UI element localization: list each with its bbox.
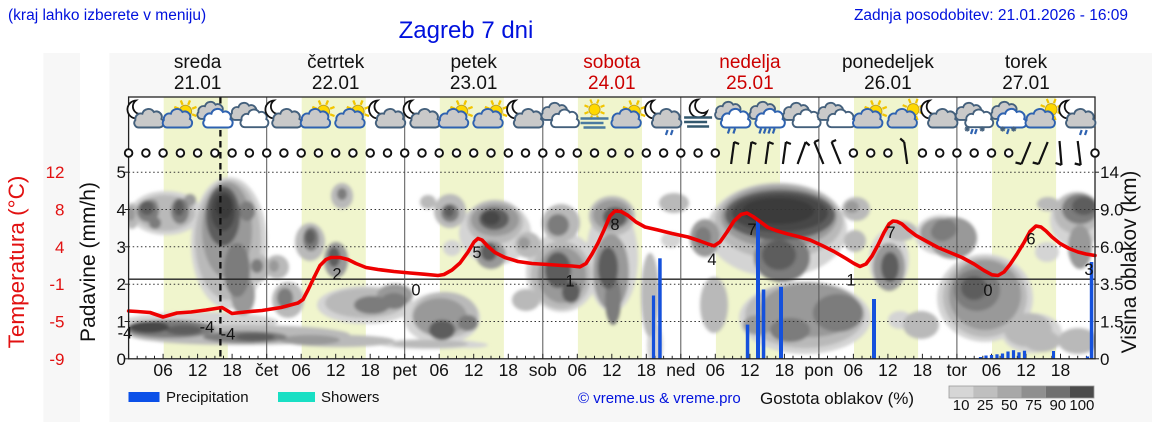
svg-text:torek: torek bbox=[1005, 52, 1048, 73]
svg-text:9.0: 9.0 bbox=[1100, 201, 1124, 220]
svg-text:18: 18 bbox=[1051, 360, 1070, 380]
svg-text:1: 1 bbox=[565, 273, 574, 291]
svg-text:-1: -1 bbox=[49, 275, 64, 294]
svg-text:18: 18 bbox=[913, 360, 932, 380]
svg-text:(kraj lahko izberete v meniju): (kraj lahko izberete v meniju) bbox=[8, 7, 206, 24]
svg-text:100: 100 bbox=[1069, 397, 1094, 414]
svg-text:0: 0 bbox=[117, 350, 126, 369]
svg-text:8: 8 bbox=[610, 216, 619, 234]
svg-text:1: 1 bbox=[846, 272, 855, 290]
svg-text:7: 7 bbox=[747, 221, 756, 239]
svg-text:21.01: 21.01 bbox=[174, 73, 222, 94]
svg-text:12: 12 bbox=[878, 360, 897, 380]
svg-text:18: 18 bbox=[222, 360, 241, 380]
svg-text:18: 18 bbox=[637, 360, 656, 380]
svg-text:Zagreb 7 dni: Zagreb 7 dni bbox=[399, 17, 534, 44]
svg-text:četrtek: četrtek bbox=[307, 52, 365, 73]
svg-text:27.01: 27.01 bbox=[1002, 73, 1050, 94]
svg-text:-9: -9 bbox=[49, 350, 64, 369]
svg-text:90: 90 bbox=[1049, 397, 1066, 414]
svg-text:1.5: 1.5 bbox=[1100, 313, 1124, 332]
svg-text:© vreme.us & vreme.pro: © vreme.us & vreme.pro bbox=[578, 390, 741, 407]
svg-text:22.01: 22.01 bbox=[312, 73, 360, 94]
svg-text:sreda: sreda bbox=[174, 52, 222, 73]
svg-text:75: 75 bbox=[1025, 397, 1042, 414]
svg-text:3.5: 3.5 bbox=[1100, 275, 1124, 294]
svg-text:2: 2 bbox=[332, 266, 341, 284]
svg-text:4: 4 bbox=[707, 251, 716, 269]
svg-text:06: 06 bbox=[706, 360, 725, 380]
svg-text:0: 0 bbox=[411, 282, 420, 300]
svg-text:2: 2 bbox=[117, 275, 126, 294]
svg-text:5: 5 bbox=[117, 163, 126, 182]
svg-text:18: 18 bbox=[360, 360, 379, 380]
svg-text:3: 3 bbox=[1084, 261, 1093, 279]
svg-text:7: 7 bbox=[886, 224, 895, 242]
svg-text:12: 12 bbox=[46, 163, 65, 182]
svg-text:5: 5 bbox=[472, 244, 481, 262]
svg-text:06: 06 bbox=[153, 360, 172, 380]
svg-text:25.01: 25.01 bbox=[726, 73, 774, 94]
svg-text:Zadnja posodobitev: 21.01.2026: Zadnja posodobitev: 21.01.2026 - 16:09 bbox=[854, 7, 1128, 24]
svg-text:18: 18 bbox=[499, 360, 518, 380]
svg-text:12: 12 bbox=[326, 360, 345, 380]
svg-text:26.01: 26.01 bbox=[864, 73, 912, 94]
svg-text:24.01: 24.01 bbox=[588, 73, 636, 94]
svg-text:6.0: 6.0 bbox=[1100, 238, 1124, 257]
svg-text:18: 18 bbox=[775, 360, 794, 380]
svg-text:10: 10 bbox=[953, 397, 970, 414]
svg-text:12: 12 bbox=[464, 360, 483, 380]
svg-text:sobota: sobota bbox=[583, 52, 640, 73]
svg-text:8: 8 bbox=[55, 201, 64, 220]
svg-text:12: 12 bbox=[602, 360, 621, 380]
svg-text:0: 0 bbox=[1100, 350, 1109, 369]
svg-text:12: 12 bbox=[740, 360, 759, 380]
svg-text:Temperatura (°C): Temperatura (°C) bbox=[4, 176, 29, 349]
svg-text:4: 4 bbox=[55, 238, 64, 257]
svg-text:pet: pet bbox=[393, 360, 417, 380]
svg-text:tor: tor bbox=[947, 360, 968, 380]
svg-text:ponedeljek: ponedeljek bbox=[842, 52, 934, 73]
svg-text:pon: pon bbox=[804, 360, 833, 380]
svg-text:4: 4 bbox=[117, 201, 126, 220]
svg-text:čet: čet bbox=[255, 360, 278, 380]
svg-text:1: 1 bbox=[117, 313, 126, 332]
svg-text:12: 12 bbox=[1016, 360, 1035, 380]
svg-text:3: 3 bbox=[117, 238, 126, 257]
svg-text:06: 06 bbox=[429, 360, 448, 380]
svg-text:50: 50 bbox=[1001, 397, 1018, 414]
svg-text:nedelja: nedelja bbox=[719, 52, 781, 73]
svg-text:Višina oblakov (km): Višina oblakov (km) bbox=[1118, 171, 1141, 354]
svg-text:ned: ned bbox=[666, 360, 695, 380]
svg-text:sob: sob bbox=[529, 360, 557, 380]
svg-text:06: 06 bbox=[844, 360, 863, 380]
svg-text:Showers: Showers bbox=[321, 389, 379, 406]
svg-text:0: 0 bbox=[983, 282, 992, 300]
svg-text:12: 12 bbox=[188, 360, 207, 380]
svg-text:6: 6 bbox=[1026, 231, 1035, 249]
svg-text:Padavine (mm/h): Padavine (mm/h) bbox=[77, 182, 100, 342]
svg-text:25: 25 bbox=[977, 397, 994, 414]
svg-text:-4: -4 bbox=[221, 326, 236, 344]
svg-text:14: 14 bbox=[1100, 163, 1119, 182]
svg-text:Gostota oblakov (%): Gostota oblakov (%) bbox=[760, 389, 914, 408]
svg-text:-4: -4 bbox=[200, 319, 215, 337]
svg-text:petek: petek bbox=[450, 52, 497, 73]
svg-text:Precipitation: Precipitation bbox=[166, 389, 249, 406]
svg-text:23.01: 23.01 bbox=[450, 73, 498, 94]
svg-text:-5: -5 bbox=[49, 313, 64, 332]
svg-text:06: 06 bbox=[982, 360, 1001, 380]
svg-text:06: 06 bbox=[568, 360, 587, 380]
svg-text:06: 06 bbox=[291, 360, 310, 380]
